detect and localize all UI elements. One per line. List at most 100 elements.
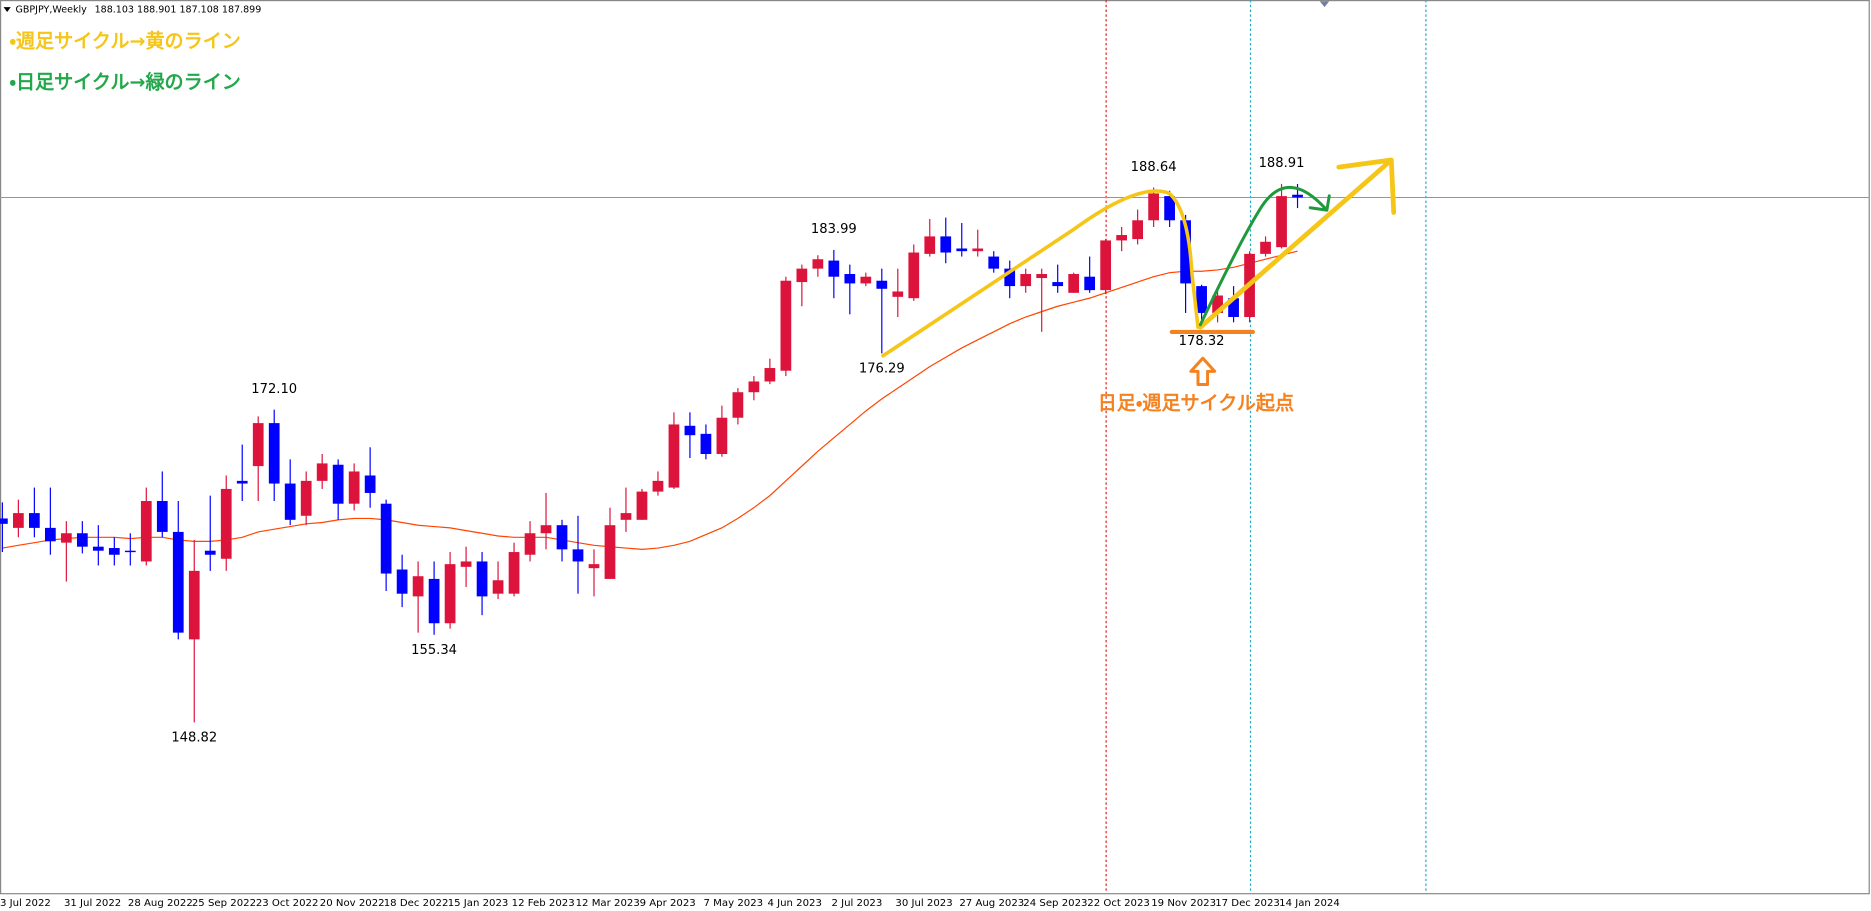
candle-body <box>124 550 136 553</box>
candle-body <box>892 291 904 297</box>
close-value: 187.899 <box>222 5 261 16</box>
candle-body <box>236 480 248 484</box>
candle-body <box>1148 193 1159 221</box>
candle-body <box>284 483 296 520</box>
candle-body <box>140 501 152 562</box>
x-tick-label: 19 Nov 2023 <box>1151 898 1216 909</box>
candle-body <box>876 280 888 289</box>
candle-body <box>732 392 744 418</box>
candle-body <box>764 368 776 382</box>
x-tick-label: 22 Oct 2023 <box>1087 898 1150 909</box>
candle-body <box>1052 282 1064 287</box>
price-label: 176.29 <box>859 361 905 376</box>
candle-body <box>940 236 952 253</box>
candle-body <box>0 518 8 524</box>
candle-body <box>268 423 280 484</box>
price-label: 148.82 <box>171 730 217 745</box>
candle-body <box>1116 235 1128 241</box>
candle-body <box>300 480 312 516</box>
candle-body <box>460 561 472 567</box>
candle-body <box>652 480 664 492</box>
candle-body <box>1068 274 1080 293</box>
candle-body <box>1260 241 1271 254</box>
daily-arrow <box>1198 185 1331 327</box>
candle-body <box>908 252 920 299</box>
candle-body <box>44 527 56 542</box>
candle-body <box>1100 240 1112 291</box>
x-tick-label: 31 Jul 2022 <box>64 898 121 909</box>
candle-body <box>604 525 616 579</box>
candle-body <box>716 417 728 454</box>
candle-body <box>172 531 184 633</box>
candle-body <box>700 433 712 454</box>
x-tick-label: 12 Mar 2023 <box>576 898 640 909</box>
candle-body <box>396 569 408 594</box>
candle-body <box>524 533 536 555</box>
high-value: 188.901 <box>137 5 176 16</box>
header-arrow <box>3 7 11 12</box>
price-label: 183.99 <box>811 222 857 237</box>
candle-body <box>1084 276 1096 291</box>
price-label: 155.34 <box>411 643 457 658</box>
candle-body <box>860 276 872 284</box>
candle-body <box>92 546 104 551</box>
x-tick-label: 3 Jul 2022 <box>0 898 51 909</box>
candle-body <box>188 570 200 640</box>
x-tick-label: 25 Sep 2022 <box>192 898 256 909</box>
candle-body <box>28 513 40 528</box>
origin-arrow <box>1189 356 1217 386</box>
x-tick-label: 17 Dec 2023 <box>1215 898 1280 909</box>
x-tick-label: 20 Nov 2022 <box>320 898 385 909</box>
symbol: GBPJPY,Weekly <box>16 5 88 16</box>
marks <box>0 183 1869 723</box>
candle-body <box>204 550 216 555</box>
candle-body <box>13 513 24 528</box>
candle-body <box>540 525 552 534</box>
x-tick-label: 30 Jul 2023 <box>895 898 952 909</box>
candle-body <box>348 471 360 504</box>
candle-body <box>508 552 520 594</box>
candle-body <box>60 533 72 543</box>
candle-body <box>76 533 88 547</box>
candle-body <box>364 475 376 493</box>
candle-body <box>620 513 632 520</box>
candle-body <box>1164 196 1175 221</box>
candle-body <box>780 280 792 371</box>
x-tick-label: 9 Apr 2023 <box>640 898 696 909</box>
header: GBPJPY,Weekly 188.103 188.901 187.108 18… <box>16 5 262 16</box>
x-tick-label: 12 Feb 2023 <box>512 898 575 909</box>
moving-average <box>2 250 1298 550</box>
candle-body <box>1276 196 1287 248</box>
candle-body <box>428 578 440 624</box>
open-value: 188.103 <box>95 5 134 16</box>
candle-body <box>556 525 568 550</box>
price-label: 172.10 <box>251 382 297 397</box>
candle-body <box>412 576 424 597</box>
x-tick-label: 23 Oct 2022 <box>256 898 319 909</box>
candle-body <box>684 425 696 436</box>
candle-body <box>924 236 936 254</box>
x-tick-label: 4 Jun 2023 <box>767 898 821 909</box>
candle-body <box>1132 220 1144 240</box>
candle-body <box>1004 268 1016 287</box>
price-label: 178.32 <box>1179 334 1225 349</box>
candle-body <box>1020 274 1032 287</box>
candle-body <box>108 548 120 555</box>
candle-body <box>380 503 392 574</box>
candle-body <box>1036 274 1048 279</box>
candle-body <box>492 580 504 594</box>
x-tick-label: 18 Dec 2022 <box>384 898 449 909</box>
x-tick-label: 28 Aug 2022 <box>128 898 193 909</box>
candle-body <box>956 248 968 252</box>
candle-body <box>156 501 168 532</box>
candle-body <box>252 423 264 467</box>
x-tick-label: 7 May 2023 <box>704 898 764 909</box>
candle-body <box>988 256 1000 269</box>
candle-body <box>812 259 824 269</box>
candle-body <box>748 381 760 393</box>
low-value: 187.108 <box>179 5 218 16</box>
candle-body <box>844 274 856 284</box>
x-tick-label: 14 Jan 2024 <box>1279 898 1340 909</box>
candle-body <box>316 463 328 481</box>
x-tick-label: 15 Jan 2023 <box>448 898 509 909</box>
